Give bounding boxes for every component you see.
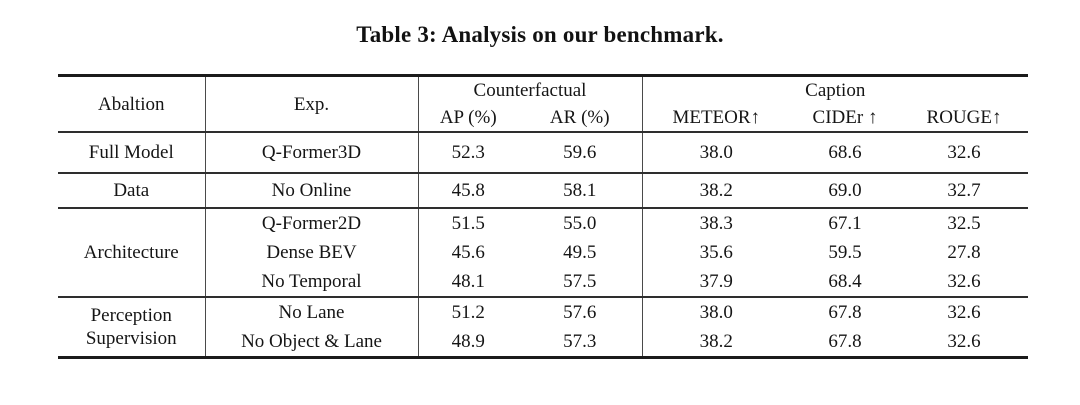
- benchmark-analysis-table: Abaltion Exp. Counterfactual Caption AP …: [58, 74, 1028, 359]
- header-metric-row: AP (%) AR (%) METEOR↑ CIDEr ↑ ROUGE↑: [58, 104, 1028, 132]
- table-row: Architecture Q-Former2D 51.5 55.0 38.3 6…: [58, 208, 1028, 297]
- cell-ar: 57.6: [518, 297, 643, 327]
- cell-rouge: 32.7: [947, 180, 981, 201]
- header-ablation: Abaltion: [58, 75, 206, 132]
- header-group-counterfactual: Counterfactual: [418, 75, 643, 104]
- cell-ablation: Perception Supervision: [58, 297, 206, 358]
- group-architecture: Architecture Q-Former2D 51.5 55.0 38.3 6…: [58, 208, 1028, 297]
- cell-ar: 55.0: [518, 208, 643, 238]
- cell-meteor: 35.6: [699, 242, 733, 263]
- cell-ap: 51.2: [451, 302, 485, 323]
- cell-cider: 67.8: [828, 302, 862, 323]
- cell-meteor: 37.9: [699, 271, 733, 292]
- cell-cider: 59.5: [828, 242, 862, 263]
- cell-ablation: Data: [58, 173, 206, 208]
- cell-ap: 51.5: [451, 213, 485, 234]
- cell-ap: 45.6: [451, 242, 485, 263]
- cell-rouge: 32.6: [947, 331, 981, 352]
- cell-cider: 69.0: [828, 180, 862, 201]
- cell-ar: 49.5: [518, 238, 643, 267]
- cell-exp: No Temporal: [205, 267, 419, 297]
- cell-ap: 52.3: [451, 142, 485, 163]
- ablation-line: Supervision: [85, 328, 177, 349]
- table-row: Data No Online 45.8 58.1 38.2 69.0 32.7: [58, 173, 1028, 208]
- header-exp: Exp.: [205, 75, 419, 132]
- cell-ar: 59.6: [518, 132, 643, 173]
- cell-rouge: 32.5: [947, 213, 981, 234]
- ablation-line: Perception: [90, 305, 172, 326]
- cell-rouge: 27.8: [947, 242, 981, 263]
- group-perception-supervision: Perception Supervision No Lane 51.2 57.6 …: [58, 297, 1028, 358]
- table-row: No Object & Lane 48.9 57.3 38.2 67.8 32.…: [58, 327, 1028, 358]
- header-ar: AR (%): [518, 104, 643, 132]
- cell-meteor: 38.3: [699, 213, 733, 234]
- cell-ablation: Full Model: [58, 132, 206, 173]
- cell-rouge: 32.6: [947, 302, 981, 323]
- table-header: Abaltion Exp. Counterfactual Caption AP …: [58, 75, 1028, 132]
- cell-exp: No Object & Lane: [205, 327, 419, 358]
- cell-ap: 45.8: [451, 180, 485, 201]
- cell-exp: No Lane: [205, 297, 419, 327]
- table-row: No Temporal 48.1 57.5 37.9 68.4 32.6: [58, 267, 1028, 297]
- header-meteor: METEOR↑: [672, 107, 761, 128]
- cell-meteor: 38.2: [699, 331, 733, 352]
- cell-exp: Q-Former3D: [205, 132, 419, 173]
- cell-meteor: 38.0: [699, 142, 733, 163]
- header-ap: AP (%): [439, 107, 497, 128]
- cell-ap: 48.1: [451, 271, 485, 292]
- cell-exp: No Online: [205, 173, 419, 208]
- cell-cider: 67.1: [828, 213, 862, 234]
- table-row: Perception Supervision No Lane 51.2 57.6 …: [58, 297, 1028, 358]
- header-group-caption: Caption: [805, 80, 866, 101]
- cell-ar: 57.3: [518, 327, 643, 358]
- header-group-row: Abaltion Exp. Counterfactual Caption: [58, 75, 1028, 132]
- cell-rouge: 32.6: [947, 142, 981, 163]
- header-cider: CIDEr ↑: [812, 107, 878, 128]
- cell-ablation: Architecture: [58, 208, 206, 297]
- cell-cider: 67.8: [828, 331, 862, 352]
- cell-exp: Dense BEV: [205, 238, 419, 267]
- cell-cider: 68.6: [828, 142, 862, 163]
- table-caption: Table 3: Analysis on our benchmark.: [356, 22, 724, 47]
- group-full-model: Full Model Q-Former3D 52.3 59.6 38.0 68.…: [58, 132, 1028, 173]
- table-row: Dense BEV 45.6 49.5 35.6 59.5 27.8: [58, 238, 1028, 267]
- cell-meteor: 38.2: [699, 180, 733, 201]
- cell-ar: 57.5: [518, 267, 643, 297]
- cell-cider: 68.4: [828, 271, 862, 292]
- header-rouge: ROUGE↑: [926, 107, 1002, 128]
- cell-rouge: 32.6: [947, 271, 981, 292]
- cell-ap: 48.9: [451, 331, 485, 352]
- group-data: Data No Online 45.8 58.1 38.2 69.0 32.7: [58, 173, 1028, 208]
- cell-exp: Q-Former2D: [205, 208, 419, 238]
- cell-ar: 58.1: [518, 173, 643, 208]
- table-row: Full Model Q-Former3D 52.3 59.6 38.0 68.…: [58, 132, 1028, 173]
- cell-meteor: 38.0: [699, 302, 733, 323]
